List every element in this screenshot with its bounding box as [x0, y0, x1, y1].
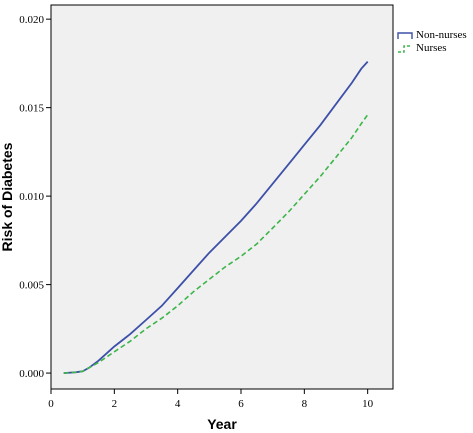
plot-area [50, 4, 394, 390]
x-tick-label: 2 [112, 398, 118, 410]
x-axis: 0 2 4 6 8 10 [48, 389, 374, 410]
x-tick-label: 4 [175, 398, 181, 410]
x-tick-label: 0 [48, 398, 54, 410]
x-axis-title: Year [207, 416, 237, 432]
x-tick-label: 8 [302, 398, 308, 410]
x-tick-label: 10 [362, 398, 374, 410]
y-axis-title: Risk of Diabetes [0, 142, 15, 251]
y-axis: 0.000 0.005 0.010 0.015 0.020 [19, 14, 51, 380]
y-tick-label: 0.005 [19, 280, 44, 292]
y-tick-label: 0.020 [19, 14, 44, 26]
legend-label: Nurses [416, 42, 447, 54]
legend-label: Non-nurses [416, 29, 467, 41]
legend-swatch [397, 32, 413, 39]
y-tick-label: 0.010 [19, 191, 44, 203]
series-layer [63, 60, 369, 374]
y-tick-label: 0.000 [19, 368, 44, 380]
series-line-nurses [63, 114, 369, 374]
legend-swatch [398, 45, 412, 53]
series-line-non-nurses [63, 60, 369, 374]
x-tick-label: 6 [238, 398, 244, 410]
y-tick-label: 0.015 [19, 103, 44, 115]
